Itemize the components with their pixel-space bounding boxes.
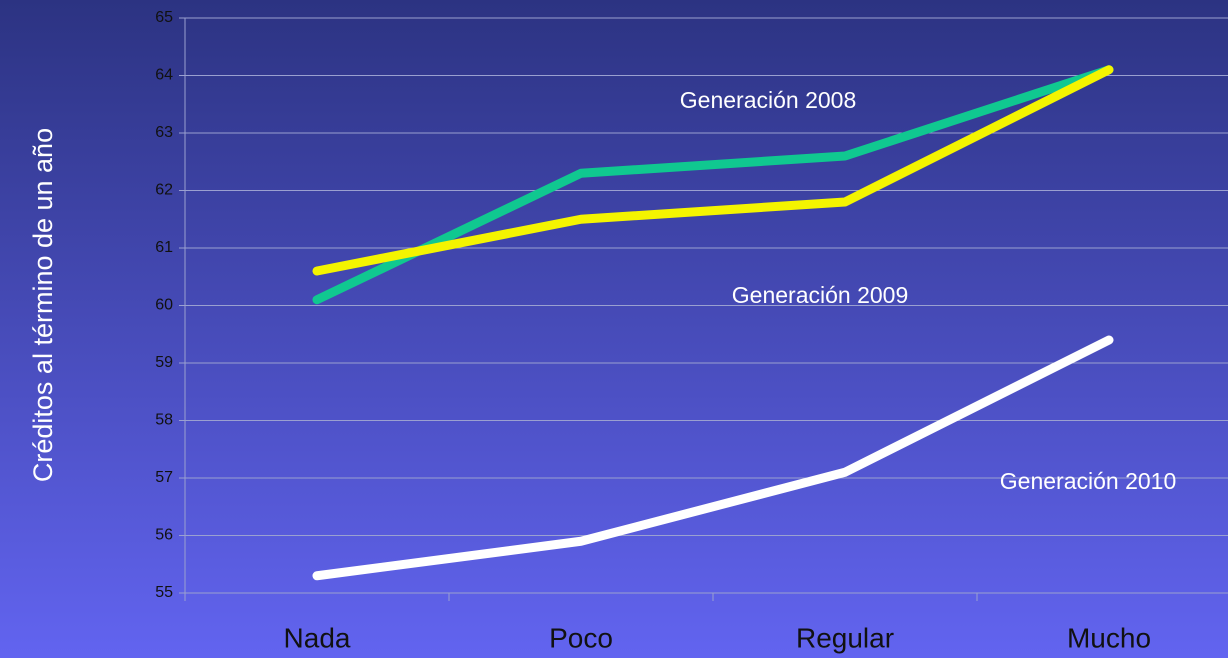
y-axis-label: Créditos al término de un año	[28, 128, 58, 482]
series-label: Generación 2010	[1000, 468, 1176, 494]
y-tick-label: 57	[155, 469, 173, 486]
y-tick-label: 58	[155, 412, 173, 429]
x-tick-label: Mucho	[1067, 622, 1151, 653]
y-tick-label: 63	[155, 124, 173, 141]
y-tick-label: 56	[155, 527, 173, 544]
y-tick-label: 65	[155, 9, 173, 26]
y-tick-label: 62	[155, 182, 173, 199]
x-tick-label: Regular	[796, 622, 894, 653]
y-tick-label: 61	[155, 239, 173, 256]
y-tick-label: 55	[155, 584, 173, 601]
x-tick-label: Nada	[284, 622, 351, 653]
y-tick-label: 64	[155, 67, 173, 84]
y-tick-label: 59	[155, 354, 173, 371]
x-tick-label: Poco	[549, 622, 613, 653]
y-tick-label: 60	[155, 297, 173, 314]
series-label: Generación 2009	[732, 282, 908, 308]
series-line	[312, 335, 1114, 581]
series-line	[312, 65, 1114, 276]
series-label: Generación 2008	[680, 87, 856, 113]
series-line	[312, 65, 1114, 305]
